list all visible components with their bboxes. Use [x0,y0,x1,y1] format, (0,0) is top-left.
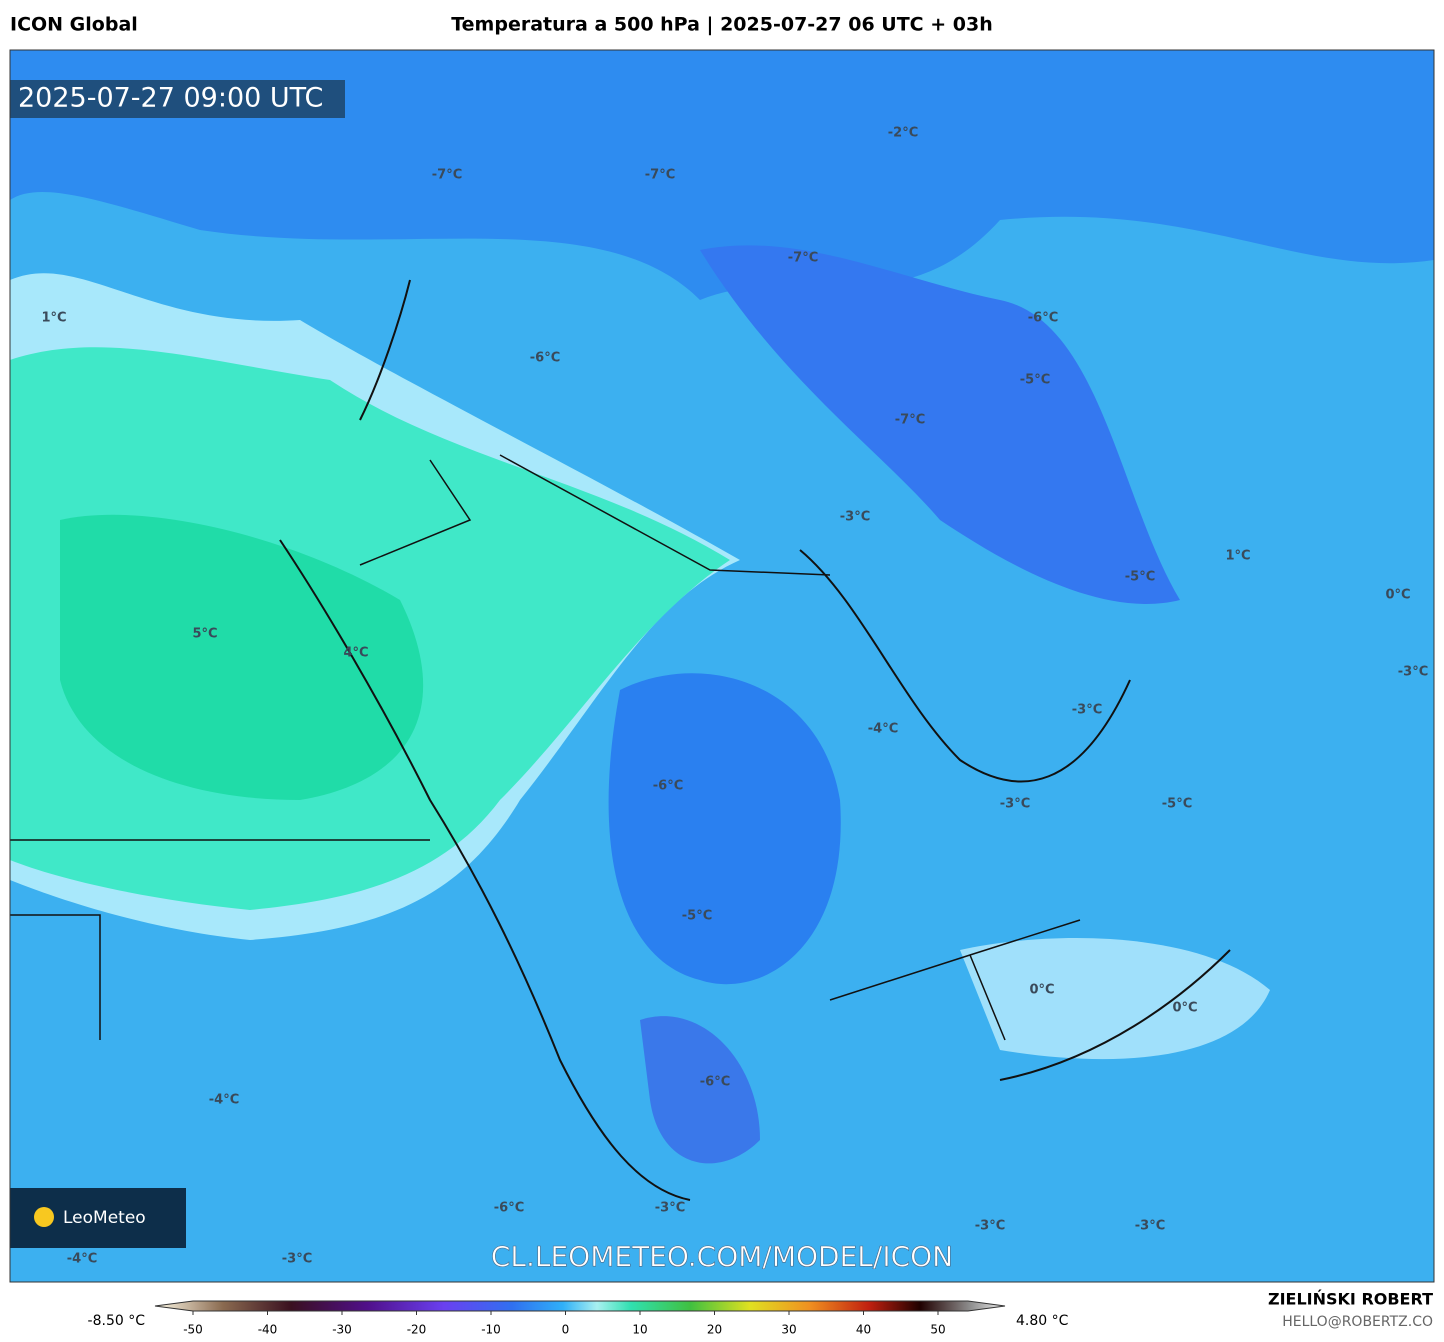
temperature-label: -6°C [700,1075,730,1090]
temperature-label: -6°C [530,351,560,366]
temperature-label: -5°C [1020,373,1050,388]
temperature-label: -4°C [868,722,898,737]
model-name: ICON Global [10,14,138,36]
colorbar-tick-label: -50 [183,1323,203,1337]
temperature-label: -3°C [1072,703,1102,718]
map-area: -2°C -7°C -7°C -7°C -6°C -5°C 1°C -6°C -7°C -3°C 1… [10,50,1434,1282]
temperature-label: 0°C [1385,588,1410,603]
map-frame [9,49,1435,1283]
temperature-label: -4°C [209,1093,239,1108]
temperature-label: -7°C [895,413,925,428]
colorbar-tick-label: 30 [781,1323,796,1337]
email: HELLO@ROBERTZ.CO [1282,1314,1433,1330]
temperature-label: 0°C [1029,983,1054,998]
colorbar-tick-label: 20 [707,1323,722,1337]
logo-sun [34,1207,54,1227]
colorbar-max: 4.80 °C [1016,1313,1069,1329]
colorbar-tick-label: 50 [930,1323,945,1337]
cold-area [608,673,841,985]
temperature-label: 5°C [192,627,217,642]
temperature-label: 4°C [343,646,368,661]
temperature-label: -7°C [645,168,675,183]
temperature-label: -7°C [432,168,462,183]
temperature-label: -5°C [1125,570,1155,585]
watermark: CL.LEOMETEO.COM/MODEL/ICON [491,1240,953,1273]
cold-area [700,245,1180,604]
temperature-label: -5°C [1162,797,1192,812]
temperature-label: 1°C [1225,549,1250,564]
border [10,454,1081,1041]
temperature-label: -3°C [1398,665,1428,680]
temperature-label: -6°C [653,779,683,794]
cold-area [640,1016,760,1164]
temperature-label: 0°C [1172,1001,1197,1016]
warm-area [960,938,1270,1060]
temperature-label: -4°C [67,1252,97,1267]
logo-text: LeoMeteo [63,1208,146,1228]
colorbar-tick-label: -10 [481,1323,501,1337]
coastline [279,279,1231,1201]
colorbar-tick-label: 10 [632,1323,647,1337]
temperature-label: -7°C [788,251,818,266]
colorbar-tick-label: -30 [332,1323,352,1337]
timestamp: 2025-07-27 09:00 UTC [18,83,323,114]
colorbar-tick-label: -40 [258,1323,278,1337]
temperature-label: -3°C [655,1201,685,1216]
temperature-label: -3°C [840,510,870,525]
temperature-label: -3°C [975,1219,1005,1234]
colorbar-min: -8.50 °C [88,1313,146,1329]
temperature-label: -6°C [494,1201,524,1216]
temperature-label: 1°C [41,311,66,326]
colorbar-tick-label: -20 [407,1323,427,1337]
temperature-label: -3°C [1000,797,1030,812]
colorbar-tick-label: 40 [856,1323,871,1337]
colorbar-tick-label: 0 [562,1323,570,1337]
temperature-label: -2°C [888,126,918,141]
colorbar [154,1300,1006,1312]
temperature-label: -6°C [1028,311,1058,326]
author: ZIELIŃSKI ROBERT [1268,1290,1433,1309]
title: Temperatura a 500 hPa | 2025-07-27 06 UT… [451,14,993,36]
cold-area [10,50,1434,300]
timestamp-box [10,80,345,118]
temperature-label: -3°C [282,1252,312,1267]
warmest-area [60,514,424,800]
temperature-label: -5°C [682,909,712,924]
temperature-label: -3°C [1135,1219,1165,1234]
